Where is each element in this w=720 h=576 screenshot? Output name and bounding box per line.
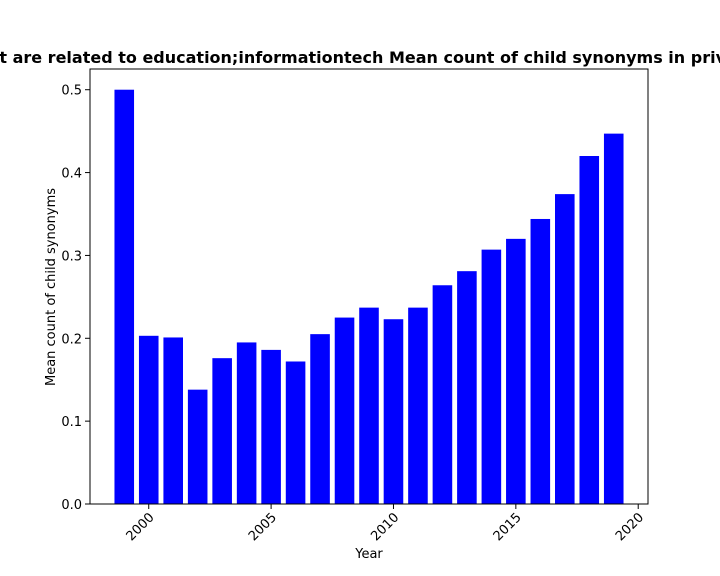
y-tick-label: 0.2 (61, 332, 82, 347)
y-tick-label: 0.5 (61, 84, 82, 99)
x-tick-label: 2010 (368, 510, 402, 544)
bar-2013 (457, 271, 477, 504)
y-tick-label: 0.3 (61, 249, 82, 264)
y-axis-label: Mean count of child synonyms (44, 188, 59, 386)
bar-2010 (383, 319, 404, 504)
bar-2007 (310, 334, 330, 504)
bar-2001 (163, 337, 183, 504)
bar-2000 (138, 335, 159, 504)
y-tick-label: 0.1 (61, 415, 82, 430)
bar-2011 (408, 307, 428, 504)
x-axis-label: Year (354, 547, 383, 562)
bar-2004 (236, 342, 257, 504)
bar-2005 (261, 349, 281, 504)
bar-2008 (334, 317, 355, 504)
y-tick-label: 0.0 (61, 498, 82, 513)
bar-2015 (506, 238, 526, 505)
chart-title: Nodes that are related to education;info… (0, 48, 720, 67)
x-tick-label: 2020 (613, 510, 647, 544)
plot-frame (89, 68, 649, 505)
x-tick-label: 2000 (124, 510, 158, 544)
bar-2019 (603, 133, 624, 504)
y-tick-label: 0.4 (61, 167, 82, 182)
bar-2017 (555, 194, 575, 505)
x-axis-ticks: 2000 2005 2010 2015 2020 (124, 504, 647, 544)
bar-2002 (187, 389, 208, 504)
bar-2016 (530, 218, 551, 504)
x-tick-label: 2015 (491, 510, 525, 544)
x-tick-label: 2005 (246, 510, 280, 544)
bar-1999 (114, 89, 135, 505)
bar-2009 (359, 307, 379, 504)
y-axis-ticks: 0.0 0.1 0.2 0.3 0.4 0.5 (61, 84, 90, 513)
bar-2003 (212, 358, 232, 504)
bar-2014 (481, 249, 502, 504)
bar-2012 (432, 285, 453, 504)
bars-group (114, 89, 624, 505)
bar-2006 (285, 361, 306, 504)
bar-2018 (579, 156, 600, 504)
